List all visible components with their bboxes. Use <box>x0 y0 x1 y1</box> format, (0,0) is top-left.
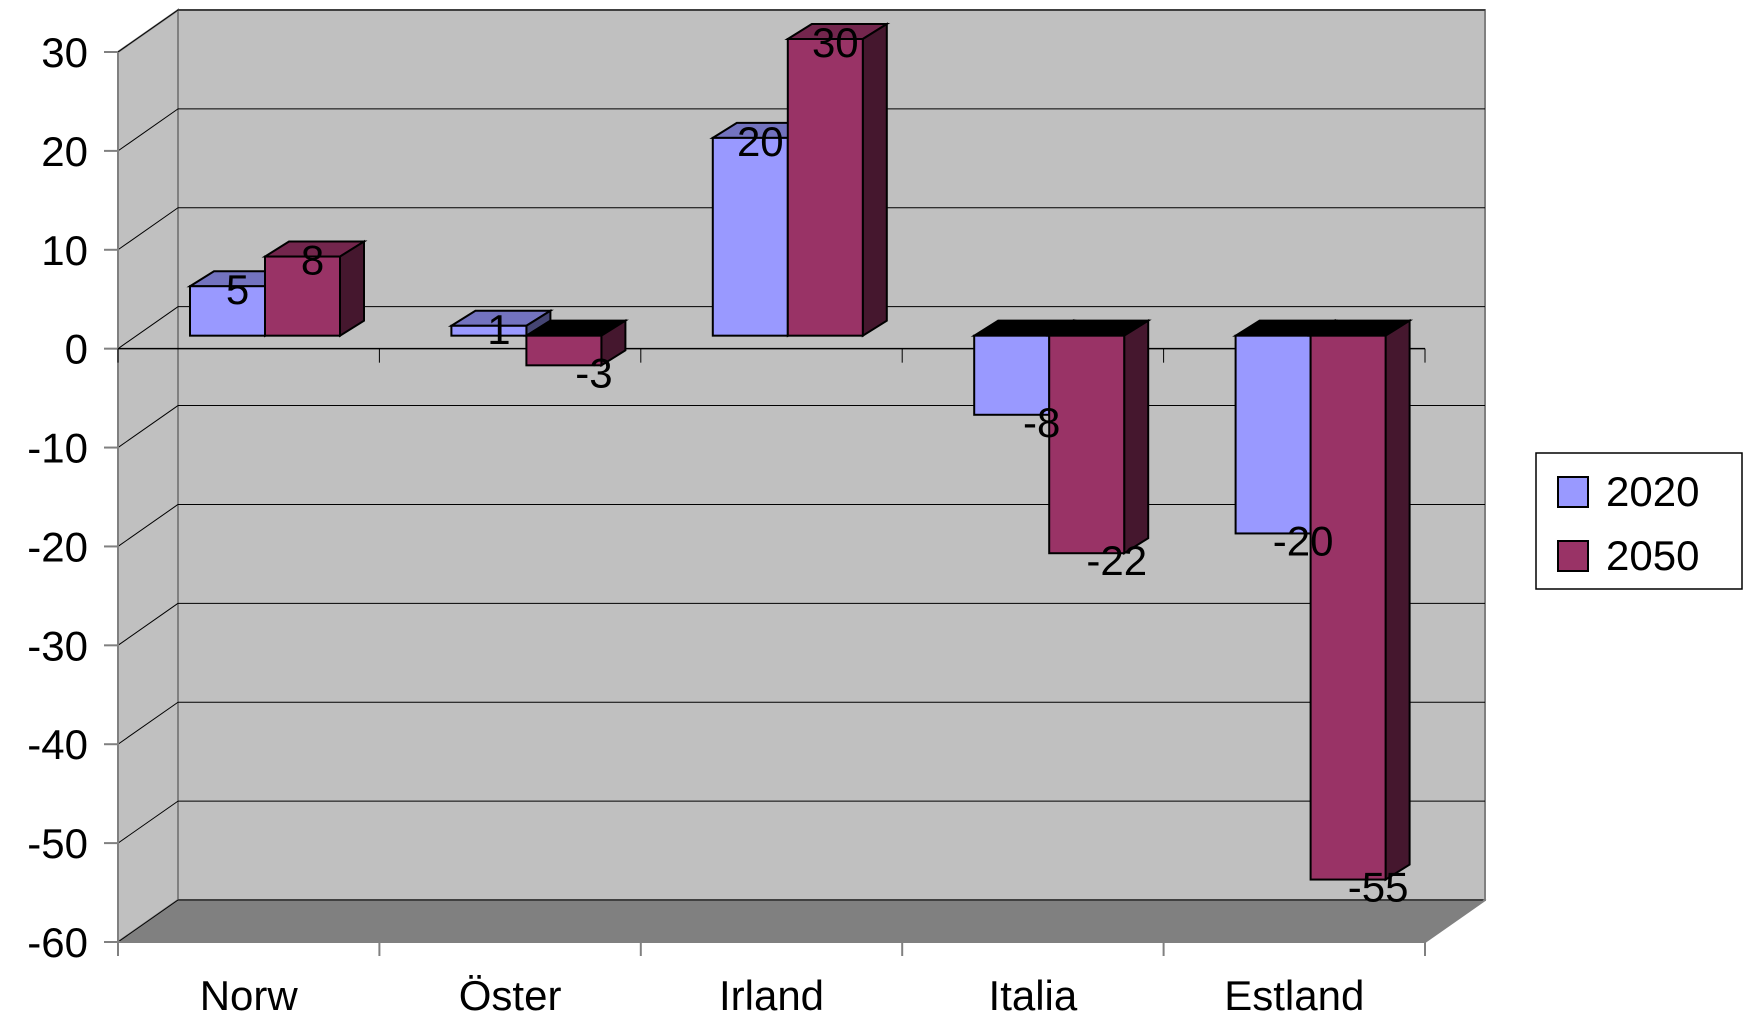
bar-front-face <box>450 324 528 337</box>
data-label: -55 <box>1348 864 1409 911</box>
y-tick-label: 0 <box>65 326 88 373</box>
gridline-side <box>117 207 179 251</box>
data-label: 20 <box>737 118 784 165</box>
gridline-side <box>117 899 179 943</box>
y-tick-label: -10 <box>27 425 88 472</box>
data-label: -20 <box>1273 517 1334 564</box>
bar <box>261 239 368 338</box>
data-label: -8 <box>1023 399 1060 446</box>
bar-front-face <box>189 285 266 337</box>
bar-side-face <box>861 22 888 338</box>
bar-side-face <box>339 239 365 338</box>
y-tick-label: 10 <box>41 227 88 274</box>
y-tick-label: -30 <box>27 622 88 669</box>
plot-side-wall <box>117 8 179 944</box>
plot-floor <box>116 899 1487 943</box>
gridline-side <box>117 405 179 448</box>
gridline-side <box>117 504 179 547</box>
data-label: 1 <box>487 306 510 353</box>
gridline-side <box>117 108 179 152</box>
x-tick-label: Estland <box>1224 972 1364 1017</box>
legend-swatch <box>1557 540 1589 572</box>
x-tick-label: Italia <box>989 972 1078 1017</box>
x-tick-label: Öster <box>459 972 562 1017</box>
x-tick-label: Irland <box>719 972 824 1017</box>
y-tick-label: -20 <box>27 523 88 570</box>
gridline-side <box>117 9 179 53</box>
bar-front-face <box>1048 334 1126 555</box>
bar <box>522 318 629 368</box>
bar-side-face <box>1384 318 1411 882</box>
bar-front-face <box>973 334 1051 416</box>
gridline-side <box>117 306 179 350</box>
gridline-side <box>117 701 179 745</box>
bar <box>784 22 891 338</box>
bar-front-face <box>525 334 603 367</box>
bar-front-face <box>711 136 789 337</box>
bar <box>1307 318 1414 882</box>
data-label: -22 <box>1086 537 1147 584</box>
gridline-side <box>117 602 179 646</box>
data-label: 8 <box>301 237 324 284</box>
y-tick-label: -50 <box>27 820 88 867</box>
bar-front-face <box>264 255 341 337</box>
legend-label: 2050 <box>1606 532 1699 579</box>
data-label: -3 <box>575 349 612 396</box>
legend-label: 2020 <box>1606 468 1699 515</box>
bar-front-face <box>1234 334 1312 535</box>
bar-front-face <box>786 38 864 337</box>
bar <box>447 308 554 338</box>
floor-edge <box>1424 899 1486 943</box>
legend-swatch <box>1557 476 1589 508</box>
gridline-side <box>117 800 179 844</box>
y-tick-label: 20 <box>41 128 88 175</box>
bar-side-face <box>1123 318 1150 556</box>
x-tick-label: Norw <box>200 972 299 1017</box>
data-label: 5 <box>226 266 249 313</box>
bar <box>1045 318 1152 556</box>
y-tick-label: 30 <box>41 29 88 76</box>
y-tick-label: -60 <box>27 919 88 966</box>
data-label: 30 <box>812 19 859 66</box>
y-tick-label: -40 <box>27 721 88 768</box>
bar-front-face <box>1309 334 1387 881</box>
